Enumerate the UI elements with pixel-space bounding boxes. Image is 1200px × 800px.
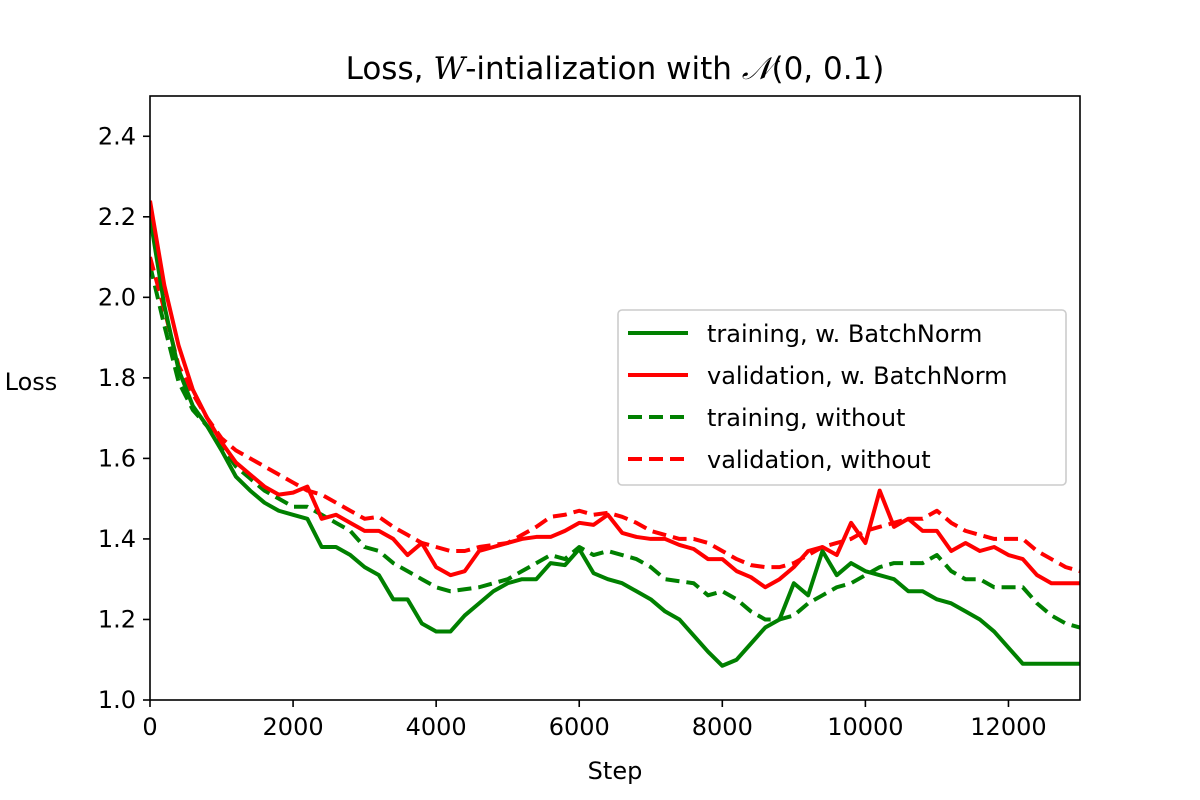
legend-label: validation, w. BatchNorm <box>707 362 1008 390</box>
x-axis: 0 2000 4000 6000 8000 10000 12000 <box>142 700 1047 741</box>
series-line-validation-w-batchnorm <box>150 200 1080 590</box>
legend-frame <box>617 309 1067 486</box>
x-tick-label: 2000 <box>263 713 324 741</box>
series-line-training-w-batchnorm <box>150 216 1080 668</box>
plot-area <box>149 95 1081 701</box>
y-tick-label: 1.8 <box>98 364 136 392</box>
y-tick-label: 2.0 <box>98 283 136 311</box>
chart-title: Loss, W-intialization with 𝒩(0, 0.1) <box>346 51 885 87</box>
y-tick-label: 1.6 <box>98 444 136 472</box>
x-tick-label: 12000 <box>970 713 1046 741</box>
legend-label: training, without <box>707 404 905 432</box>
series-layer <box>150 200 1080 668</box>
y-tick-label: 1.4 <box>98 525 136 553</box>
y-tick-label: 1.2 <box>98 605 136 633</box>
legend-label: validation, without <box>707 446 931 474</box>
y-axis: 1.0 1.2 1.4 1.6 1.8 2.0 2.2 2.4 <box>98 122 150 714</box>
x-tick-label: 8000 <box>692 713 753 741</box>
plot-frame <box>149 95 1081 701</box>
x-axis-label: Step <box>588 757 643 785</box>
legend-label: training, w. BatchNorm <box>707 320 982 348</box>
y-axis-label: Loss <box>5 368 58 396</box>
x-tick-label: 0 <box>142 713 157 741</box>
x-tick-label: 6000 <box>549 713 610 741</box>
y-tick-label: 2.2 <box>98 203 136 231</box>
legend: training, w. BatchNorm validation, w. Bat… <box>617 309 1067 486</box>
y-tick-label: 2.4 <box>98 122 136 150</box>
y-tick-label: 1.0 <box>98 686 136 714</box>
x-tick-label: 4000 <box>406 713 467 741</box>
x-tick-label: 10000 <box>827 713 903 741</box>
series-line-training-without <box>150 264 1080 630</box>
